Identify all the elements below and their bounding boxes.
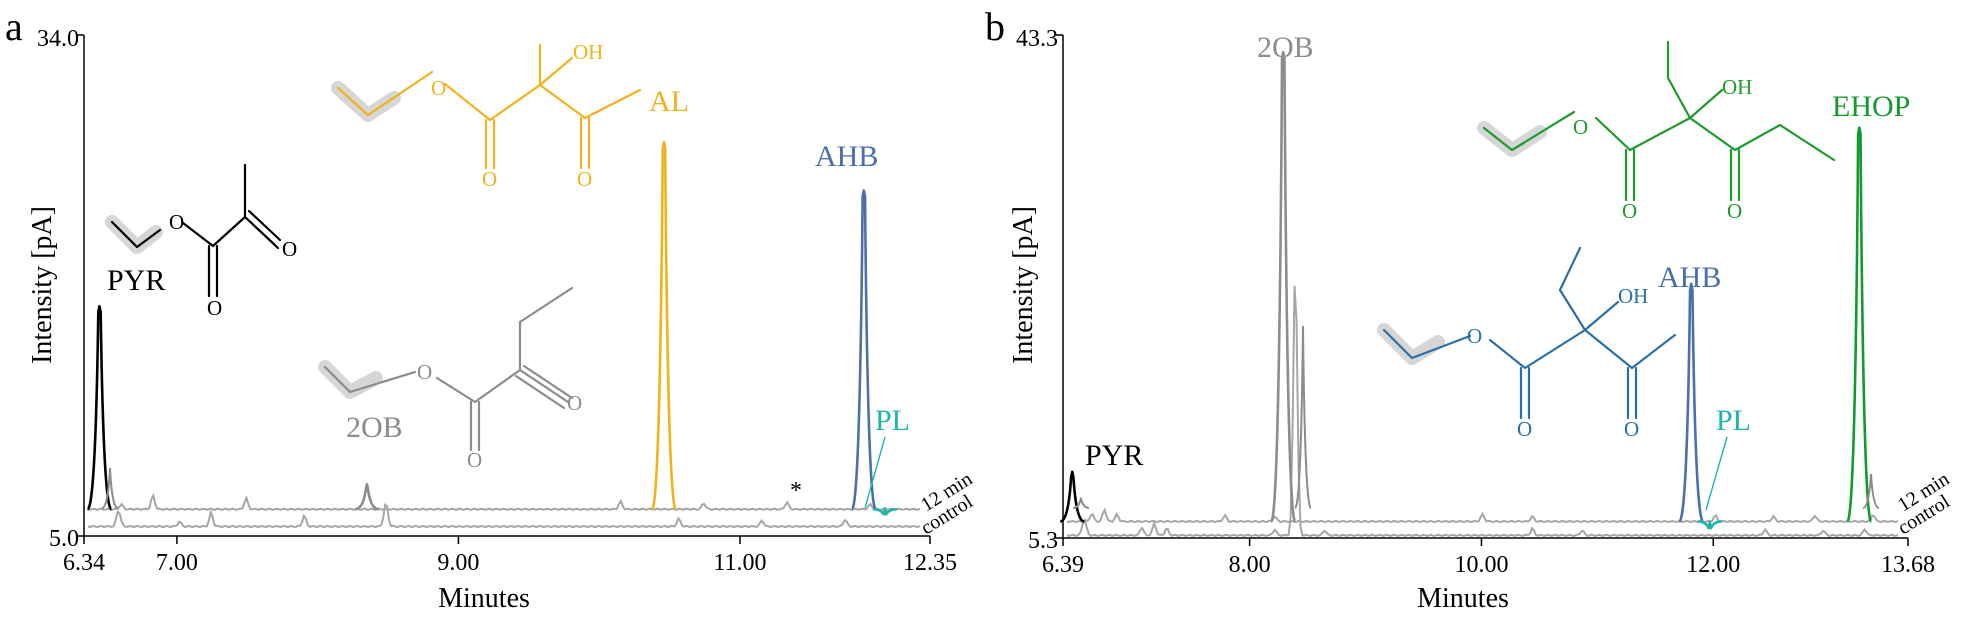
panel-a-series-control — [87, 502, 921, 529]
panel-b-x-ticks: 6.39 8.00 10.00 12.00 13.68 — [1042, 538, 1935, 578]
panel-b-xtick-label-3: 12.00 — [1686, 552, 1740, 578]
panel-b-ytick-label-min: 5.3 — [1028, 528, 1058, 554]
panel-b-xtick-label-1: 8.00 — [1229, 552, 1271, 578]
panel-b-ehop-atom-4: O — [1727, 199, 1742, 223]
panel-a-peak-al — [650, 140, 678, 511]
panel-a-molecule-al: O OH O O — [331, 40, 642, 191]
secondary-peak-0 — [101, 467, 119, 509]
panel-b-peak-2ob — [1269, 50, 1297, 523]
panel-b-traces — [1059, 50, 1899, 538]
secondary-peak-3 — [1862, 473, 1880, 509]
secondary-peak-1 — [1072, 497, 1090, 509]
panel-a-2ob-atom-2: O — [467, 448, 482, 472]
panel-a-molecule-2ob: O O O — [318, 286, 582, 472]
panel-a-peak-ahb — [850, 189, 878, 511]
panel-b-molecule-ehop: O OH O O — [1477, 40, 1836, 223]
secondary-peak-2 — [1294, 325, 1312, 509]
panel-b-peak-pl — [1697, 520, 1722, 530]
panel-b-peak-label-2ob: 2OB — [1257, 31, 1314, 64]
panel-b-ehop-atom-3: O — [1622, 199, 1637, 223]
panel-a-peak-pyr — [86, 304, 113, 511]
panel-a-traces — [86, 140, 921, 529]
panel-a-y-axis-title: Intensity [pA] — [27, 206, 58, 364]
panel-b-y-axis-title: Intensity [pA] — [1008, 206, 1039, 364]
panel-a-pyr-atom-3: O — [282, 237, 297, 261]
panel-a-pyr-atom-1: O — [169, 210, 184, 234]
panel-a-molecule-pyr: O O O — [105, 163, 297, 320]
panel-a-pl-leader-line — [864, 436, 886, 509]
panel-a-xtick-label-3: 11.00 — [713, 550, 766, 576]
panel-b-xtick-label-4: 13.68 — [1881, 552, 1935, 578]
panel-a: a 34.0 5.0 6.34 7.00 9.00 11.00 12.35 Minute… — [5, 4, 977, 614]
panel-a-al-atom-4: O — [577, 167, 592, 191]
panel-b-ahb-atom-3: O — [1517, 417, 1532, 441]
panel-b-pl-leader-line — [1705, 436, 1728, 511]
panel-b: b 43.3 5.3 6.39 8.00 10.00 12.00 13.68 Minut… — [985, 4, 1954, 614]
panel-a-peak-label-al: AL — [649, 85, 689, 118]
panel-a-xtick-label-2: 9.00 — [437, 550, 479, 576]
panel-b-x-axis-title: Minutes — [1417, 583, 1509, 614]
panel-a-peak-label-pl: PL — [875, 404, 910, 437]
panel-b-peak-label-pyr: PYR — [1085, 439, 1143, 472]
panel-a-al-atom-1: O — [431, 76, 446, 100]
panel-b-ehop-atom-2: OH — [1722, 75, 1752, 99]
panel-b-ahb-atom-2: OH — [1618, 284, 1648, 308]
panel-b-peak-label-ehop: EHOP — [1832, 90, 1910, 123]
panel-b-ahb-atom-1: O — [1467, 324, 1482, 348]
panel-a-peak-label-pyr: PYR — [107, 264, 165, 297]
panel-b-peak-pyr — [1059, 470, 1085, 523]
panel-b-xtick-label-0: 6.39 — [1042, 552, 1084, 578]
panel-a-xtick-label-4: 12.35 — [903, 550, 957, 576]
panel-a-x-axis-title: Minutes — [438, 583, 530, 614]
panel-a-ytick-label-min: 5.0 — [49, 526, 79, 552]
panel-a-xtick-label-0: 6.34 — [63, 550, 105, 576]
panel-a-peak-label-ahb: AHB — [815, 140, 878, 173]
panel-a-ytick-label-max: 34.0 — [37, 26, 79, 52]
panel-b-ahb-atom-4: O — [1624, 417, 1639, 441]
panel-b-peak-ahb — [1677, 282, 1705, 523]
panel-b-peak-label-pl: PL — [1716, 404, 1751, 437]
panel-a-asterisk: * — [790, 478, 802, 504]
panel-a-2ob-atom-3: O — [567, 391, 582, 415]
panel-b-series-12-min — [1066, 507, 1899, 524]
panel-b-peak-label-ahb: AHB — [1658, 261, 1721, 294]
panel-b-ytick-label-max: 43.3 — [1016, 26, 1058, 52]
panel-a-peak-label-2ob: 2OB — [346, 411, 403, 444]
panel-a-peak-2ob — [354, 482, 380, 511]
panel-b-xtick-label-2: 10.00 — [1454, 552, 1508, 578]
panel-a-letter: a — [5, 4, 23, 49]
panel-b-peak-ehop — [1846, 126, 1873, 523]
panel-b-molecule-ahb: O OH O O — [1377, 246, 1677, 441]
panel-a-al-atom-2: OH — [573, 40, 603, 64]
panel-a-x-ticks: 6.34 7.00 9.00 11.00 12.35 — [63, 536, 957, 576]
panel-a-al-atom-3: O — [482, 167, 497, 191]
panel-b-letter: b — [985, 4, 1005, 49]
panel-b-ehop-atom-1: O — [1573, 115, 1588, 139]
panel-a-series-12-min — [87, 492, 921, 511]
panel-a-peak-pl — [872, 507, 897, 516]
panel-a-pyr-atom-2: O — [207, 296, 222, 320]
panel-b-series-control — [1066, 285, 1899, 538]
panel-a-2ob-atom-1: O — [417, 360, 432, 384]
panel-a-xtick-label-1: 7.00 — [156, 550, 198, 576]
